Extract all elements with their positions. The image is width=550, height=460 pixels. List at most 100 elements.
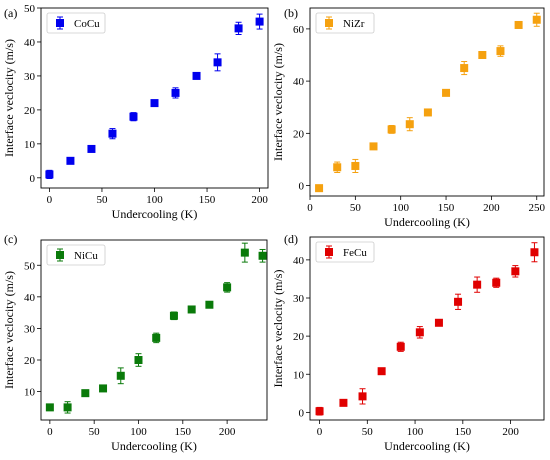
x-tick-label: 100 (392, 202, 409, 214)
legend-label: NiZr (343, 18, 365, 30)
point-marker (169, 311, 178, 320)
data-point (478, 51, 487, 59)
y-axis-label: Interface veclocity (m/s) (271, 43, 285, 161)
y-tick-label: 10 (293, 369, 305, 381)
point-marker (99, 384, 108, 393)
point-marker (339, 398, 348, 407)
data-point (223, 282, 232, 293)
x-tick-label: 0 (47, 426, 53, 438)
y-tick-label: 30 (293, 293, 305, 305)
legend-marker (325, 19, 333, 27)
point-marker (530, 248, 539, 257)
panel-label: (d) (284, 232, 298, 246)
point-marker (63, 403, 72, 412)
x-tick-label: 0 (317, 426, 323, 438)
data-point (511, 265, 520, 278)
y-tick-label: 40 (293, 255, 305, 267)
x-tick-label: 150 (199, 194, 216, 206)
point-marker (492, 278, 501, 287)
point-marker (511, 267, 520, 276)
data-point (66, 156, 75, 165)
data-point (423, 108, 432, 117)
panel-c: 0 50 100 150 200 10 20 30 40 50 Undercooling (K) In… (2, 232, 268, 453)
data-point (492, 277, 501, 288)
legend-marker (56, 251, 64, 259)
legend-label: CoCu (74, 18, 100, 30)
point-marker (258, 251, 267, 260)
data-point (387, 125, 396, 134)
data-point (315, 184, 324, 193)
data-point (415, 326, 424, 339)
point-marker (478, 51, 487, 59)
panel-label: (c) (4, 232, 17, 246)
data-point (339, 398, 348, 407)
x-axis-label: Undercooling (K) (112, 207, 198, 221)
data-point (473, 276, 482, 293)
point-marker (396, 342, 405, 351)
legend: NiZr (315, 12, 375, 34)
point-marker (134, 356, 143, 364)
x-tick-label: 50 (362, 426, 374, 438)
panel-label: (a) (4, 6, 17, 20)
x-tick-label: 200 (483, 202, 500, 214)
point-marker (45, 170, 54, 179)
data-point (192, 71, 201, 80)
data-point (134, 353, 143, 367)
plot-frame (309, 7, 545, 197)
data-point (434, 318, 443, 327)
point-marker (213, 58, 222, 67)
y-tick-label: 20 (293, 331, 305, 343)
data-point (63, 401, 72, 414)
point-marker (108, 129, 117, 138)
point-marker (255, 17, 264, 26)
point-marker (234, 24, 243, 33)
x-tick-label: 150 (175, 426, 192, 438)
x-axis-label: Undercooling (K) (384, 215, 470, 229)
point-marker (116, 371, 125, 380)
y-tick-label: 0 (299, 407, 305, 419)
x-tick-label: 150 (438, 202, 455, 214)
legend: NiCu (46, 244, 106, 266)
point-marker (187, 305, 196, 314)
y-axis-label: Interface veclocity (m/s) (2, 271, 16, 389)
data-point (460, 61, 469, 76)
x-tick-label: 50 (96, 194, 108, 206)
point-marker (192, 71, 201, 80)
y-tick-label: 0 (299, 181, 305, 193)
y-tick-label: 50 (24, 260, 36, 272)
y-axis-label: Interface veclocity (m/s) (271, 270, 285, 388)
data-point (150, 99, 159, 108)
point-marker (351, 161, 360, 170)
y-tick-label: 60 (293, 24, 305, 36)
point-marker (423, 108, 432, 117)
point-marker (454, 297, 463, 306)
data-point (99, 384, 108, 393)
data-point (377, 367, 386, 376)
point-marker (415, 328, 424, 337)
data-point (129, 112, 138, 122)
y-tick-label: 20 (24, 105, 36, 117)
data-point (213, 53, 222, 72)
legend-frame (315, 241, 375, 263)
data-point (240, 242, 249, 263)
point-marker (434, 318, 443, 327)
data-point (454, 293, 463, 310)
x-tick-label: 150 (455, 426, 472, 438)
point-marker (460, 64, 469, 73)
data-point (333, 161, 342, 173)
legend-label: FeCu (343, 247, 367, 259)
point-marker (333, 163, 342, 172)
point-marker (315, 407, 324, 416)
point-marker (223, 283, 232, 292)
point-marker (473, 280, 482, 289)
data-point (514, 20, 523, 29)
x-tick-label: 200 (502, 426, 519, 438)
y-axis-label: Interface veclocity (m/s) (2, 39, 16, 157)
y-tick-label: 40 (24, 292, 36, 304)
point-marker (377, 367, 386, 376)
data-point (87, 144, 96, 153)
legend-frame (315, 12, 375, 34)
point-marker (152, 333, 161, 342)
legend-marker (56, 19, 64, 27)
x-axis-label: Undercooling (K) (384, 439, 470, 453)
